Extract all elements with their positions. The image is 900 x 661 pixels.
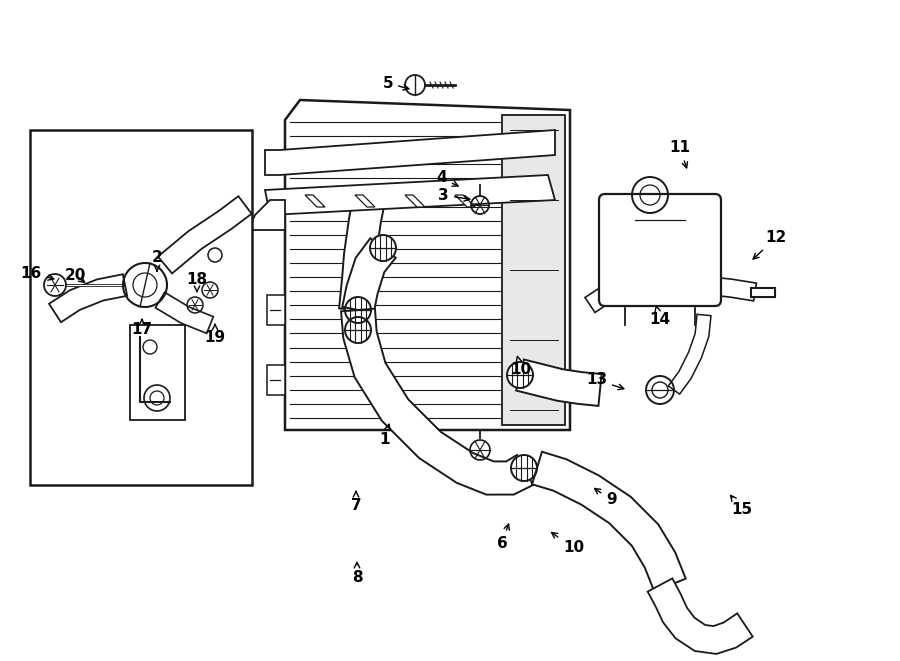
- Circle shape: [123, 263, 167, 307]
- Text: 7: 7: [351, 491, 361, 512]
- Text: 11: 11: [670, 141, 690, 168]
- Polygon shape: [341, 309, 533, 494]
- Circle shape: [632, 177, 668, 213]
- Circle shape: [471, 196, 489, 214]
- Circle shape: [144, 385, 170, 411]
- Text: 18: 18: [186, 272, 208, 292]
- Text: 4: 4: [436, 171, 458, 186]
- Polygon shape: [532, 451, 686, 592]
- Polygon shape: [355, 195, 375, 207]
- Circle shape: [405, 75, 425, 95]
- Circle shape: [345, 297, 371, 323]
- Polygon shape: [502, 115, 565, 425]
- Circle shape: [187, 297, 203, 313]
- Polygon shape: [265, 175, 555, 215]
- Polygon shape: [156, 292, 213, 333]
- Polygon shape: [648, 578, 752, 654]
- Text: 1: 1: [380, 424, 391, 447]
- Bar: [130, 325, 185, 420]
- Text: 15: 15: [731, 495, 752, 518]
- Polygon shape: [342, 238, 396, 313]
- Text: 14: 14: [650, 306, 670, 327]
- Text: 10: 10: [552, 533, 584, 555]
- Text: 19: 19: [204, 325, 226, 346]
- Text: 9: 9: [595, 488, 616, 508]
- Text: 16: 16: [21, 266, 54, 280]
- Bar: [30, 130, 252, 485]
- Circle shape: [208, 248, 222, 262]
- Text: 6: 6: [497, 524, 509, 551]
- Circle shape: [646, 376, 674, 404]
- Text: 5: 5: [382, 75, 409, 91]
- Text: 2: 2: [151, 251, 162, 271]
- Polygon shape: [267, 365, 285, 395]
- Polygon shape: [405, 195, 425, 207]
- Polygon shape: [305, 195, 325, 207]
- Circle shape: [44, 274, 66, 296]
- Circle shape: [370, 235, 396, 261]
- Polygon shape: [49, 274, 127, 322]
- Circle shape: [511, 455, 537, 481]
- Circle shape: [470, 440, 490, 460]
- Text: 12: 12: [753, 231, 787, 259]
- Circle shape: [507, 362, 533, 388]
- Polygon shape: [455, 195, 475, 207]
- Polygon shape: [158, 196, 252, 274]
- Polygon shape: [285, 100, 570, 430]
- FancyBboxPatch shape: [599, 194, 721, 306]
- Text: 17: 17: [131, 319, 153, 338]
- Text: 10: 10: [510, 356, 532, 377]
- Polygon shape: [339, 192, 386, 311]
- Polygon shape: [267, 295, 285, 325]
- Polygon shape: [265, 130, 555, 175]
- Text: 20: 20: [64, 268, 86, 282]
- Text: 13: 13: [586, 373, 624, 390]
- Polygon shape: [669, 314, 711, 394]
- Text: 3: 3: [438, 188, 470, 202]
- Text: 8: 8: [352, 563, 363, 586]
- Polygon shape: [585, 276, 756, 313]
- Circle shape: [202, 282, 218, 298]
- Polygon shape: [516, 360, 601, 406]
- Polygon shape: [248, 200, 285, 230]
- Circle shape: [345, 317, 371, 343]
